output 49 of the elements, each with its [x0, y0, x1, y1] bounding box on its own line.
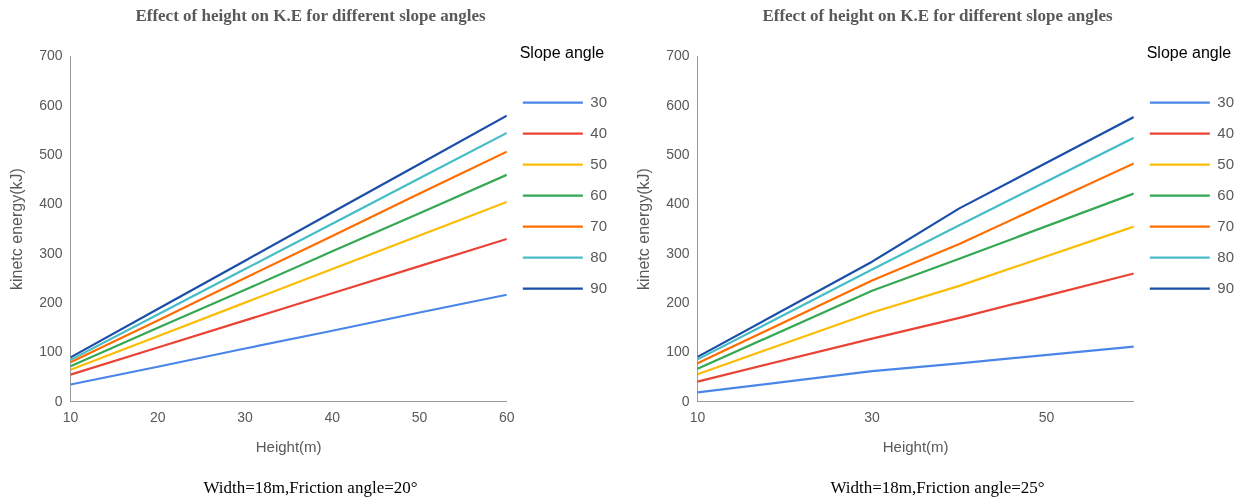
legend-label: 50	[1217, 154, 1234, 172]
y-tick-label: 400	[39, 195, 63, 212]
x-tick-label: 10	[689, 409, 706, 426]
x-tick-label: 50	[411, 409, 428, 426]
y-axis-title: kinetc energy(kJ)	[8, 168, 26, 291]
y-tick-label: 700	[39, 47, 63, 64]
x-tick-label: 30	[864, 409, 881, 426]
y-axis-title: kinetc energy(kJ)	[635, 168, 653, 291]
y-tick-label: 300	[39, 244, 63, 261]
y-tick-label: 400	[666, 195, 690, 212]
text: Width=18m,Friction angle=25°	[830, 478, 1045, 498]
legend-label: 80	[590, 247, 607, 265]
y-tick-label: 200	[39, 293, 63, 310]
legend-label: 40	[1217, 123, 1234, 141]
x-tick-label: 20	[150, 409, 166, 426]
legend-label: 40	[590, 123, 607, 141]
chart-title: Effect of height on K.E for different slope angles	[762, 5, 1113, 25]
y-tick-label: 300	[666, 244, 690, 261]
legend-title: Slope angle	[519, 44, 605, 62]
x-tick-label: 10	[62, 409, 79, 426]
legend-title: Slope angle	[1146, 44, 1232, 62]
x-axis-title: Height(m)	[255, 437, 322, 455]
y-tick-label: 600	[666, 96, 690, 113]
legend-label: 70	[590, 216, 607, 234]
y-tick-label: 200	[666, 293, 690, 310]
x-tick-label: 50	[1038, 409, 1055, 426]
legend-label: 50	[590, 154, 607, 172]
legend-label: 30	[590, 92, 607, 110]
x-tick-label: 40	[324, 409, 341, 426]
legend-label: 70	[1217, 216, 1234, 234]
x-tick-label: 60	[499, 409, 515, 426]
y-tick-label: 500	[39, 145, 63, 162]
y-tick-label: 0	[54, 392, 63, 409]
y-tick-label: 0	[681, 392, 690, 409]
legend-label: 80	[1217, 247, 1234, 265]
text: Width=18m,Friction angle=20°	[203, 478, 418, 498]
legend-label: 90	[590, 278, 607, 296]
y-tick-label: 700	[666, 47, 690, 64]
chart-title: Effect of height on K.E for different slope angles	[135, 5, 486, 25]
legend-label: 90	[1217, 278, 1234, 296]
legend-label: 60	[590, 185, 607, 203]
y-tick-label: 100	[666, 343, 690, 360]
x-tick-label: 30	[237, 409, 254, 426]
y-tick-label: 500	[666, 145, 690, 162]
legend-label: 60	[1217, 185, 1234, 203]
legend-label: 30	[1217, 92, 1234, 110]
y-tick-label: 600	[39, 96, 63, 113]
x-axis-title: Height(m)	[882, 437, 949, 455]
y-tick-label: 100	[39, 343, 63, 360]
